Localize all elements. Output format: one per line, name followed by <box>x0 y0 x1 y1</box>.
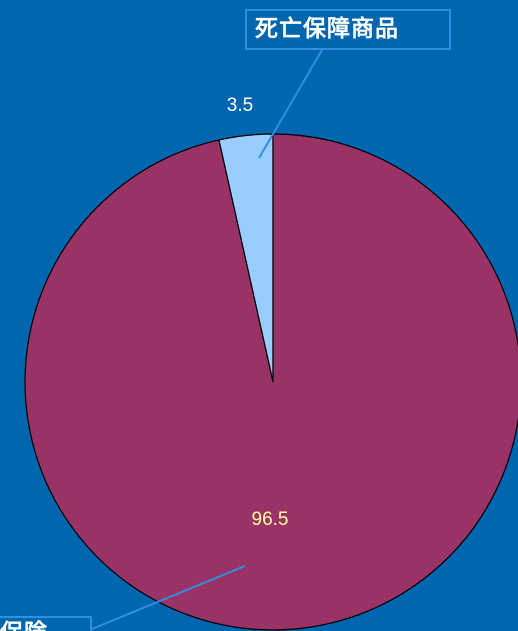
data-label-0: 3.5 <box>227 95 253 116</box>
leader-line-0 <box>258 49 323 159</box>
leader-lines <box>91 49 323 630</box>
data-label-1: 96.5 <box>252 509 289 530</box>
callout-label-insurance: 保険 <box>0 616 92 631</box>
pie-slices <box>24 133 518 631</box>
pie-slice-1 <box>24 133 518 631</box>
callout-label-death-protection: 死亡保障商品 <box>245 9 451 50</box>
data-labels: 3.5 96.5 <box>227 95 289 530</box>
leader-line-1 <box>91 565 246 630</box>
